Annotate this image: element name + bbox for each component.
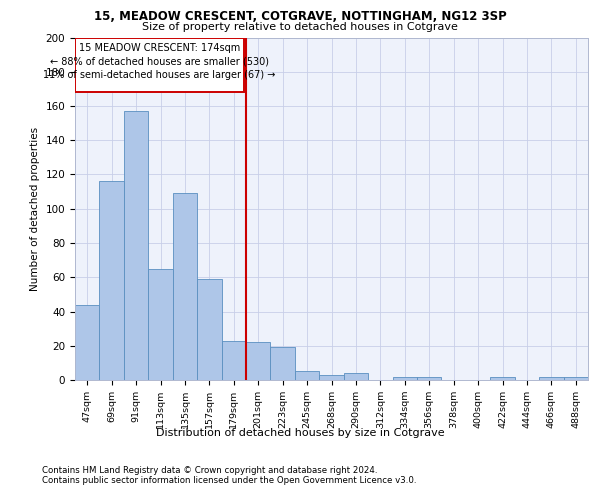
FancyBboxPatch shape xyxy=(75,38,244,92)
Bar xyxy=(197,279,221,380)
Bar xyxy=(417,376,442,380)
Text: Contains HM Land Registry data © Crown copyright and database right 2024.: Contains HM Land Registry data © Crown c… xyxy=(42,466,377,475)
Bar xyxy=(392,376,417,380)
Bar xyxy=(246,342,271,380)
Text: ← 88% of detached houses are smaller (530): ← 88% of detached houses are smaller (53… xyxy=(50,56,269,66)
Bar xyxy=(344,373,368,380)
Text: Distribution of detached houses by size in Cotgrave: Distribution of detached houses by size … xyxy=(155,428,445,438)
Bar xyxy=(173,194,197,380)
Bar xyxy=(319,375,344,380)
Text: 11% of semi-detached houses are larger (67) →: 11% of semi-detached houses are larger (… xyxy=(43,70,275,80)
Text: Size of property relative to detached houses in Cotgrave: Size of property relative to detached ho… xyxy=(142,22,458,32)
Bar xyxy=(563,376,588,380)
Bar xyxy=(221,340,246,380)
Text: 15, MEADOW CRESCENT, COTGRAVE, NOTTINGHAM, NG12 3SP: 15, MEADOW CRESCENT, COTGRAVE, NOTTINGHA… xyxy=(94,10,506,23)
Bar xyxy=(271,348,295,380)
Bar xyxy=(539,376,563,380)
Bar xyxy=(100,182,124,380)
Y-axis label: Number of detached properties: Number of detached properties xyxy=(30,126,40,291)
Text: Contains public sector information licensed under the Open Government Licence v3: Contains public sector information licen… xyxy=(42,476,416,485)
Bar xyxy=(75,304,100,380)
Bar xyxy=(148,268,173,380)
Bar xyxy=(124,111,148,380)
Bar xyxy=(295,372,319,380)
Bar xyxy=(490,376,515,380)
Text: 15 MEADOW CRESCENT: 174sqm: 15 MEADOW CRESCENT: 174sqm xyxy=(79,42,240,52)
